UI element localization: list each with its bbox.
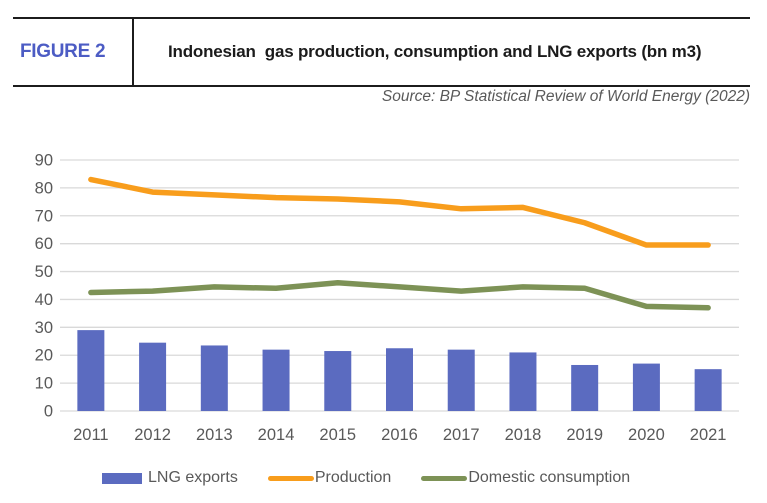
x-tick-label-2011: 2011 [73,426,108,444]
legend-label-domestic-consumption: Domestic consumption [468,469,631,486]
y-tick-label-90: 90 [35,152,53,170]
legend-item-production: Production [267,469,392,487]
x-tick-label-2017: 2017 [443,426,480,444]
bar-2011 [77,330,105,411]
bar-2016 [386,348,413,411]
legend-label-lng-exports: LNG exports [148,469,238,486]
y-tick-label-30: 30 [35,319,53,337]
x-tick-label-2013: 2013 [196,426,233,444]
legend-label-production: Production [314,469,392,486]
line-domestic-consumption [88,279,711,311]
y-tick-label-10: 10 [35,375,53,393]
chart-legend: LNG exports Production Domestic consumpt… [102,469,630,487]
bar-2019 [571,364,599,411]
x-tick-label-2014: 2014 [258,426,295,444]
y-tick-label-80: 80 [35,179,53,197]
bar-2021 [694,369,722,411]
y-tick-label-60: 60 [35,235,53,253]
bar-2012 [139,342,167,411]
bar-2014 [262,349,290,411]
x-tick-label-2015: 2015 [319,426,356,444]
bar-2015 [324,351,352,411]
bar-2018 [509,352,537,411]
x-tick-label-2020: 2020 [628,426,665,444]
x-tick-label-2016: 2016 [381,426,418,444]
figure-title: Indonesian gas production, consumption a… [168,42,702,61]
source-caption: Source: BP Statistical Review of World E… [381,88,750,105]
figure-label: FIGURE 2 [20,41,106,62]
bar-2020 [632,363,660,411]
y-tick-label-20: 20 [35,347,53,365]
legend-item-domestic-consumption: Domestic consumption [421,469,630,487]
domestic-consumption-swatch-icon [421,475,468,481]
bar-2013 [200,345,228,411]
y-tick-label-50: 50 [35,263,53,281]
header-divider [132,19,134,85]
production-swatch-icon [267,475,314,481]
x-tick-label-2021: 2021 [690,426,727,444]
x-tick-label-2012: 2012 [134,426,171,444]
bar-2017 [447,349,475,411]
y-tick-label-70: 70 [35,207,53,225]
lng-exports-swatch-icon [102,472,142,484]
x-tick-label-2019: 2019 [566,426,603,444]
y-tick-label-0: 0 [44,403,53,421]
x-tick-label-2018: 2018 [505,426,542,444]
line-production [88,176,711,248]
legend-item-lng-exports: LNG exports [102,469,238,487]
y-tick-label-40: 40 [35,291,53,309]
figure-header: FIGURE 2 Indonesian gas production, cons… [13,17,750,87]
